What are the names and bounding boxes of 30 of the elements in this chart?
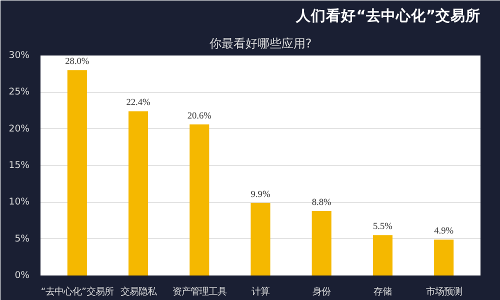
bar	[372, 235, 392, 276]
x-tick-label: 存储	[374, 286, 392, 298]
y-tick-label: 10%	[8, 196, 30, 208]
data-label: 28.0%	[65, 57, 90, 68]
y-tick-label: 25%	[8, 86, 30, 98]
x-tick-label: 计算	[252, 286, 270, 298]
chart-subtitle: 你最看好哪些应用?	[208, 36, 312, 50]
bar	[190, 124, 210, 276]
x-tick-label: “去中心化”交易所	[40, 286, 114, 298]
y-tick-label: 5%	[14, 233, 30, 244]
y-tick-label: 15%	[8, 160, 30, 171]
data-label: 5.5%	[373, 222, 393, 232]
bar	[312, 210, 332, 276]
x-tick-label: 市场预测	[426, 286, 462, 298]
y-tick-label: 0%	[14, 270, 30, 281]
data-label: 8.8%	[312, 198, 332, 208]
data-label: 4.9%	[434, 226, 454, 237]
chart-title: 人们看好“去中心化”交易所	[295, 6, 480, 24]
data-label: 20.6%	[187, 111, 212, 122]
y-tick-label: 20%	[8, 123, 30, 134]
bar	[250, 202, 270, 276]
x-tick-label: 交易隐私	[120, 286, 158, 298]
data-label: 9.9%	[250, 190, 270, 200]
y-tick-label: 30%	[8, 50, 30, 61]
x-tick-label: 身份	[312, 286, 331, 298]
bar	[67, 70, 87, 276]
bar	[128, 111, 148, 276]
data-label: 22.4%	[126, 98, 151, 108]
bar	[434, 240, 454, 276]
x-tick-label: 资产管理工具	[172, 286, 226, 298]
